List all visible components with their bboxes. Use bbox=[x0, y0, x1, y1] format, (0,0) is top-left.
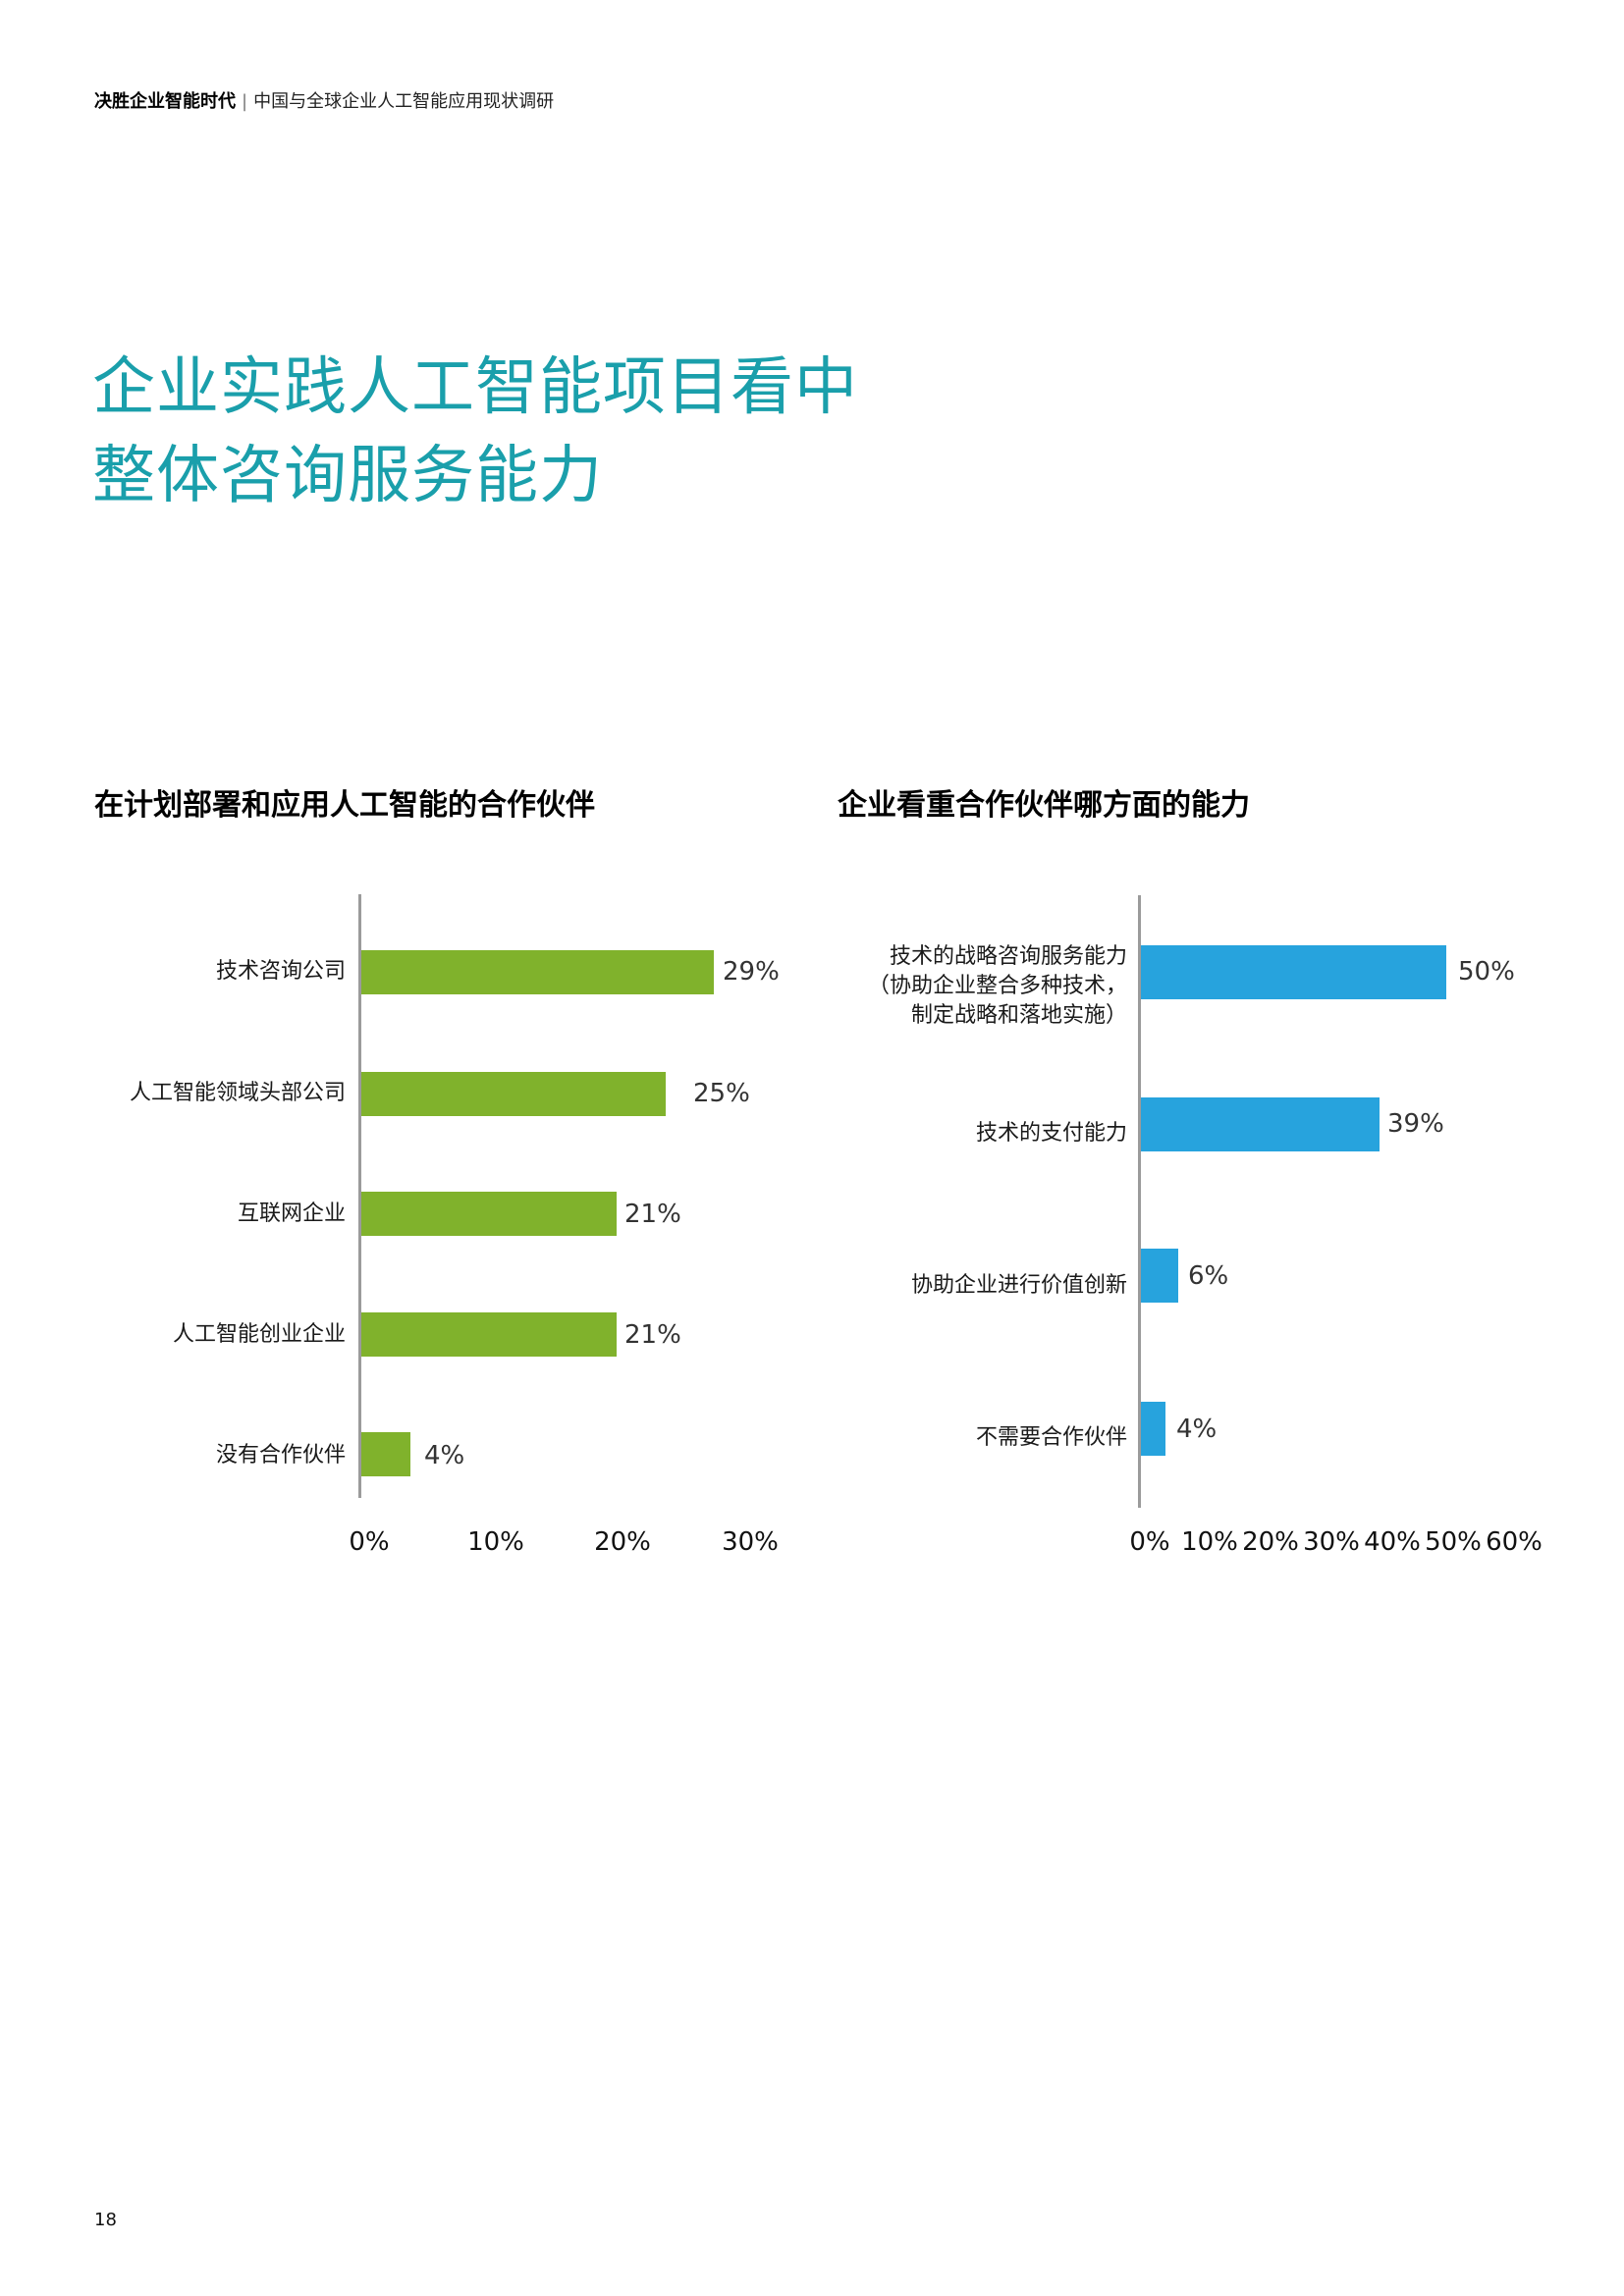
page-title-line-2: 整体咨询服务能力 bbox=[92, 440, 603, 512]
bar bbox=[1141, 1097, 1380, 1151]
category-label: 技术的支付能力 bbox=[975, 1121, 1127, 1146]
category-label-line: （协助企业整合多种技术， bbox=[867, 974, 1127, 998]
x-tick-label: 40% bbox=[1364, 1527, 1421, 1557]
bar bbox=[361, 1432, 410, 1476]
y-axis-line bbox=[358, 894, 361, 1498]
x-tick-label: 50% bbox=[1425, 1527, 1482, 1557]
x-tick-label: 0% bbox=[1129, 1527, 1170, 1557]
value-label: 21% bbox=[624, 1200, 681, 1229]
chart-title-capabilities: 企业看重合作伙伴哪方面的能力 bbox=[838, 788, 1250, 823]
value-label: 25% bbox=[693, 1079, 750, 1108]
page-number: 18 bbox=[94, 2210, 117, 2230]
category-label: 技术的战略咨询服务能力 （协助企业整合多种技术， 制定战略和落地实施） bbox=[868, 942, 1127, 1031]
x-tick-label: 30% bbox=[1303, 1527, 1360, 1557]
bar bbox=[361, 950, 714, 994]
bar bbox=[361, 1192, 617, 1236]
bar bbox=[361, 1072, 666, 1116]
value-label: 21% bbox=[624, 1320, 681, 1350]
x-tick-label: 10% bbox=[1181, 1527, 1238, 1557]
report-subtitle: 中国与全球企业人工智能应用现状调研 bbox=[253, 91, 555, 112]
category-label: 协助企业进行价值创新 bbox=[910, 1273, 1127, 1298]
value-label: 4% bbox=[1176, 1415, 1218, 1444]
bar bbox=[1141, 1402, 1165, 1456]
running-header: 决胜企业智能时代 | 中国与全球企业人工智能应用现状调研 bbox=[94, 90, 554, 114]
x-tick-label: 30% bbox=[722, 1527, 779, 1557]
category-label: 不需要合作伙伴 bbox=[975, 1425, 1127, 1450]
value-label: 39% bbox=[1387, 1109, 1444, 1139]
category-label: 互联网企业 bbox=[237, 1201, 346, 1226]
x-tick-label: 10% bbox=[467, 1527, 524, 1557]
bar bbox=[1141, 945, 1446, 999]
bar bbox=[1141, 1249, 1178, 1303]
category-label-line: 技术的战略咨询服务能力 bbox=[889, 944, 1127, 969]
page-title-line-1: 企业实践人工智能项目看中 bbox=[92, 351, 858, 424]
category-label: 人工智能领域头部公司 bbox=[129, 1081, 346, 1105]
x-tick-label: 20% bbox=[594, 1527, 651, 1557]
x-tick-label: 20% bbox=[1242, 1527, 1299, 1557]
value-label: 29% bbox=[723, 957, 780, 987]
category-label: 技术咨询公司 bbox=[215, 959, 346, 984]
bar bbox=[361, 1312, 617, 1357]
x-tick-label: 60% bbox=[1486, 1527, 1543, 1557]
x-tick-label: 0% bbox=[349, 1527, 390, 1557]
value-label: 50% bbox=[1458, 957, 1515, 987]
chart-title-partners: 在计划部署和应用人工智能的合作伙伴 bbox=[94, 788, 595, 823]
value-label: 4% bbox=[424, 1441, 465, 1470]
report-name: 决胜企业智能时代 bbox=[94, 91, 236, 112]
category-label: 人工智能创业企业 bbox=[172, 1322, 346, 1347]
page-title: 企业实践人工智能项目看中 整体咨询服务能力 bbox=[92, 344, 858, 520]
y-axis-line bbox=[1138, 895, 1141, 1508]
value-label: 6% bbox=[1188, 1261, 1229, 1291]
category-label-line: 制定战略和落地实施） bbox=[910, 1003, 1127, 1028]
category-label: 没有合作伙伴 bbox=[215, 1443, 346, 1468]
header-separator: | bbox=[242, 91, 248, 112]
